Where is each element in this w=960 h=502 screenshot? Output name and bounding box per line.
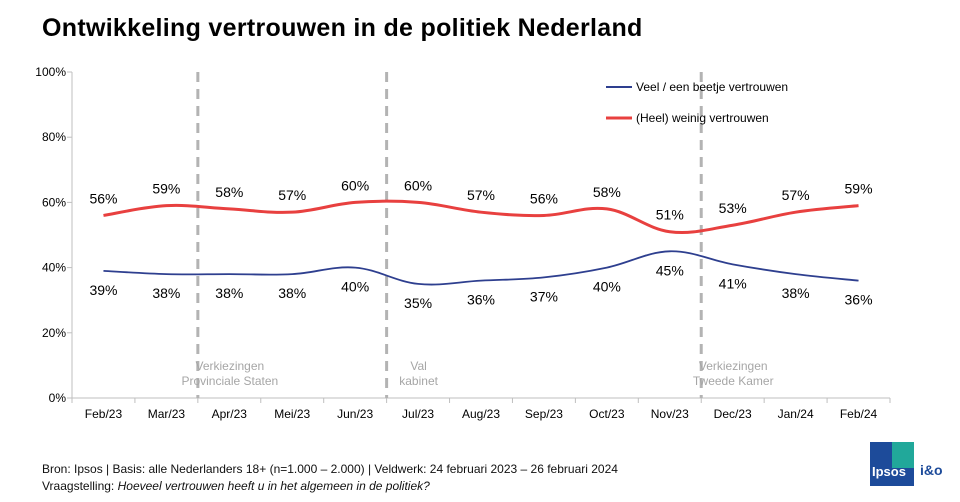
x-tick-label: Mei/23 — [274, 407, 310, 421]
footer-question: Vraagstelling: Hoeveel vertrouwen heeft … — [42, 479, 430, 493]
x-tick-label: Nov/23 — [651, 407, 689, 421]
data-label: 60% — [341, 177, 369, 193]
x-tick-label: Apr/23 — [212, 407, 248, 421]
data-label: 38% — [782, 285, 810, 301]
series-line — [103, 199, 859, 235]
data-label: 40% — [593, 279, 621, 295]
line-chart: 0% 20% 40% 60% 80% 100% Feb/23 Mar/23 Apr/23 Mei/… — [35, 65, 891, 421]
y-tick-label: 80% — [42, 130, 66, 144]
x-tick-label: Jul/23 — [402, 407, 434, 421]
data-label: 59% — [845, 181, 873, 197]
question-text: Hoeveel vertrouwen heeft u in het algeme… — [117, 479, 430, 493]
x-tick-label: Sep/23 — [525, 407, 563, 421]
data-label: 36% — [467, 292, 495, 308]
x-tick-label: Aug/23 — [462, 407, 500, 421]
event-label: Provinciale Staten — [181, 374, 278, 388]
ipsos-logo-box: Ipsos — [870, 442, 914, 486]
series-line — [103, 250, 859, 286]
x-tick-label: Jan/24 — [778, 407, 814, 421]
data-label: 35% — [404, 295, 432, 311]
data-label: 40% — [341, 279, 369, 295]
data-label: 57% — [278, 187, 306, 203]
data-label: 59% — [152, 181, 180, 197]
event-label: Verkiezingen — [195, 359, 264, 373]
data-label: 38% — [278, 285, 306, 301]
y-tick-label: 100% — [35, 65, 66, 79]
data-label: 57% — [782, 187, 810, 203]
data-label: 58% — [215, 184, 243, 200]
event-label: Val — [410, 359, 426, 373]
chart-title: Ontwikkeling vertrouwen in de politiek N… — [42, 14, 643, 42]
event-label: Verkiezingen — [699, 359, 768, 373]
ipsos-logo-text: Ipsos — [872, 464, 906, 479]
data-label: 39% — [89, 282, 117, 298]
legend-label: Veel / een beetje vertrouwen — [636, 80, 788, 94]
x-tick-label: Feb/23 — [85, 407, 123, 421]
question-label: Vraagstelling: — [42, 479, 118, 493]
y-tick-label: 0% — [49, 391, 67, 405]
data-label: 36% — [845, 292, 873, 308]
data-label: 45% — [656, 262, 684, 278]
y-tick-label: 60% — [42, 195, 66, 209]
data-label: 38% — [215, 285, 243, 301]
ipsos-io-logo: Ipsos i&o — [870, 442, 952, 486]
data-label: 37% — [530, 288, 558, 304]
data-label: 56% — [89, 190, 117, 206]
data-label: 60% — [404, 177, 432, 193]
legend-label: (Heel) weinig vertrouwen — [636, 111, 769, 125]
event-label: kabinet — [399, 374, 438, 388]
x-tick-label: Dec/23 — [714, 407, 752, 421]
io-logo-text: i&o — [920, 462, 943, 478]
x-tick-label: Oct/23 — [589, 407, 625, 421]
y-tick-label: 20% — [42, 326, 66, 340]
x-tick-label: Mar/23 — [148, 407, 186, 421]
data-label: 51% — [656, 207, 684, 223]
data-label: 57% — [467, 187, 495, 203]
y-tick-label: 40% — [42, 261, 66, 275]
footer-source: Bron: Ipsos | Basis: alle Nederlanders 1… — [42, 462, 618, 476]
data-label: 56% — [530, 190, 558, 206]
data-label: 58% — [593, 184, 621, 200]
data-label: 53% — [719, 200, 747, 216]
data-label: 38% — [152, 285, 180, 301]
x-tick-label: Jun/23 — [337, 407, 373, 421]
event-label: Tweede Kamer — [693, 374, 774, 388]
data-label: 41% — [719, 275, 747, 291]
x-tick-label: Feb/24 — [840, 407, 878, 421]
